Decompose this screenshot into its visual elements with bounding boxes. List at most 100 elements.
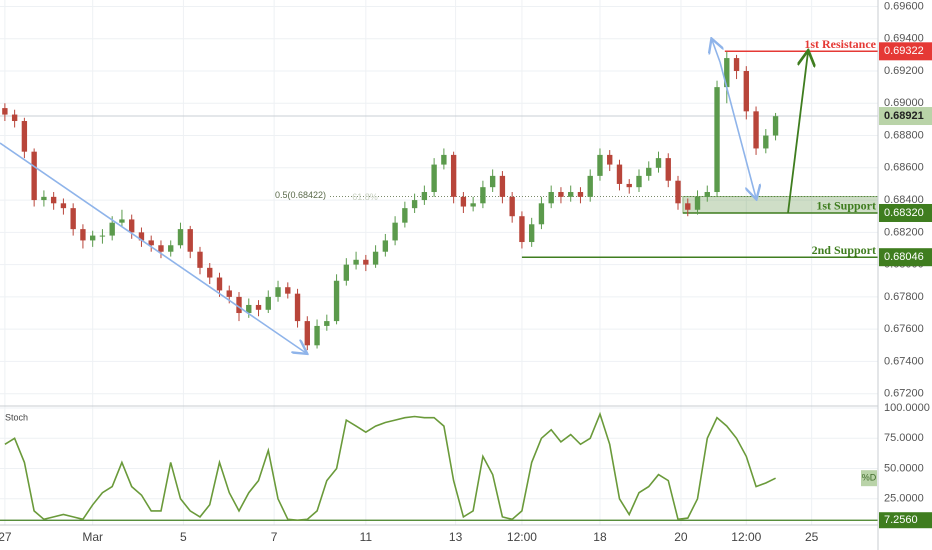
x-tick-label: 12:00 [507, 530, 537, 544]
candle-body [255, 304, 262, 310]
candle-body [353, 259, 359, 265]
target-arrow [787, 52, 808, 214]
x-tick-label: 18 [593, 530, 607, 544]
candle-body [743, 70, 749, 112]
candle-body [714, 87, 720, 193]
level-name: 2nd Support [812, 243, 876, 257]
candle-body [450, 154, 457, 197]
x-tick-label: 5 [180, 530, 187, 544]
x-tick-label: 27 [0, 530, 12, 544]
candle-body [421, 192, 428, 201]
candle-body [528, 224, 535, 243]
candle-body [343, 264, 350, 281]
candle-body [548, 192, 554, 204]
candle-body [158, 245, 164, 252]
candle-body [70, 208, 76, 230]
candle-body [382, 240, 389, 252]
candle-body [519, 216, 525, 243]
legend-label: %D [862, 473, 877, 483]
candle-body [31, 151, 37, 201]
candle-body [275, 287, 281, 297]
candle-body [694, 196, 701, 210]
candle-body [99, 235, 106, 237]
level-name: 1st Resistance [804, 37, 876, 51]
trend-arrow [0, 142, 306, 353]
y-tick-label: 0.69000 [884, 97, 924, 109]
y-tick-label: 0.67800 [884, 291, 924, 303]
candle-body [568, 192, 574, 197]
candle-body [733, 58, 740, 71]
candle-body [558, 192, 564, 197]
candle-body [499, 175, 506, 197]
candle-body [372, 251, 379, 265]
stoch-line [4, 411, 776, 522]
candle-body [607, 154, 613, 165]
level-label: 7.2560 [884, 514, 918, 526]
y-tick-label: 0.68600 [884, 162, 924, 174]
x-tick-label: Mar [82, 530, 103, 544]
candle-body [314, 325, 320, 346]
x-tick-label: 20 [674, 530, 688, 544]
marks [0, 50, 879, 522]
level-tag [879, 203, 932, 222]
y-tick-label: 0.67200 [884, 388, 924, 400]
candle-body [489, 175, 496, 188]
candle-body [50, 196, 57, 204]
candle-body [138, 232, 145, 241]
candle-body [246, 304, 252, 314]
trend-arrow [719, 61, 756, 198]
candle-body [724, 58, 730, 88]
candle-body [2, 108, 8, 115]
y-tick-label: 0.68400 [884, 194, 924, 206]
legend-tag [861, 470, 877, 487]
trend-arrow [712, 40, 720, 63]
candle-body [236, 296, 242, 314]
panel-title: Stoch [5, 412, 28, 422]
candle-body [509, 196, 515, 217]
y-tick-label: 0.67600 [884, 323, 924, 335]
candle-body [753, 111, 759, 149]
x-tick-label: 12:00 [731, 530, 761, 544]
x-tick-label: 25 [805, 530, 819, 544]
candle-body [294, 293, 301, 322]
candle-body [470, 203, 476, 207]
candle-body [411, 200, 418, 209]
y-tick-label: 0.68800 [884, 129, 924, 141]
candle-body [21, 121, 28, 152]
fib-label: 0.5(0.68422) [275, 190, 326, 200]
x-tick-label: 13 [449, 530, 463, 544]
candle-body [441, 154, 447, 165]
level-name: 1st Support [816, 199, 876, 213]
current-price-tag [879, 107, 932, 126]
candle-body [333, 280, 340, 322]
y-tick-label: 25.0000 [884, 493, 924, 505]
level-label: 0.69322 [884, 45, 924, 57]
candle-body [207, 267, 213, 278]
candle-body [177, 229, 184, 246]
candle-body [187, 229, 193, 252]
candle-body [675, 180, 681, 204]
candle-body [665, 158, 671, 181]
candle-body [392, 222, 398, 241]
candle-body [197, 251, 203, 268]
candle-body [772, 116, 779, 136]
y-tick-label: 0.69200 [884, 65, 924, 77]
level-tag [879, 248, 932, 267]
candle-body [265, 296, 271, 310]
y-tick-label: 50.0000 [884, 462, 924, 474]
level-tag [879, 42, 932, 61]
candle-body [597, 154, 603, 176]
candle-body [129, 219, 135, 233]
candle-body [616, 164, 623, 184]
candle-body [109, 222, 115, 236]
x-tick-label: 7 [271, 530, 278, 544]
level-label: 0.68046 [884, 251, 924, 263]
y-tick-label: 75.0000 [884, 432, 924, 444]
candle-body [89, 235, 96, 241]
candle-body [363, 259, 369, 265]
candle-body [148, 240, 154, 246]
candle-body [285, 287, 291, 294]
candle-body [402, 208, 408, 223]
